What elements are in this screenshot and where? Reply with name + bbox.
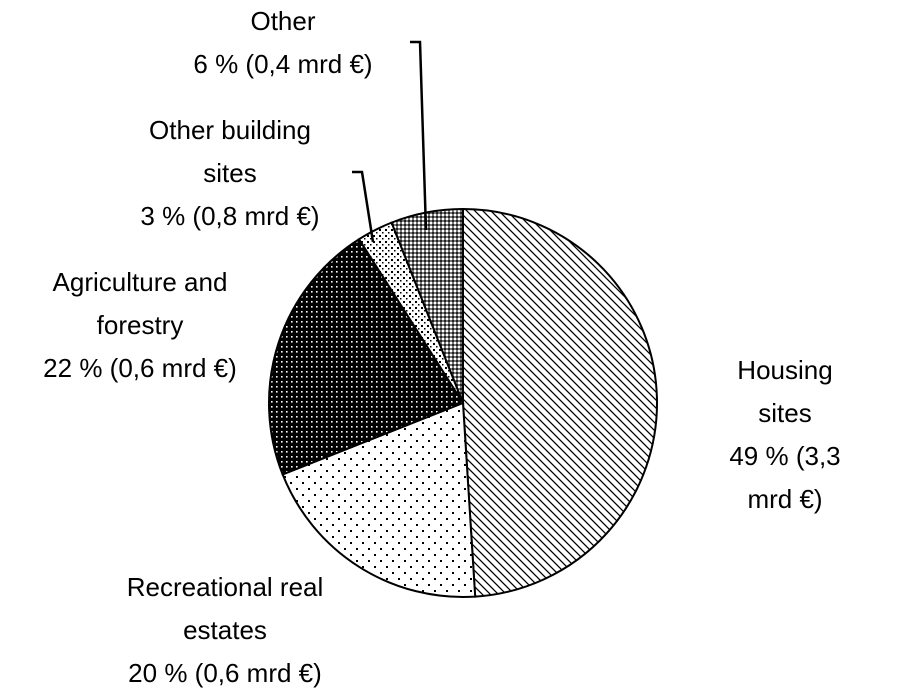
- value-label: 22 % (0,6 mrd €): [43, 353, 237, 383]
- value-label: 20 % (0,6 mrd €): [128, 658, 322, 688]
- pie-slice: [268, 237, 465, 476]
- category-label: Recreational real estates: [126, 572, 324, 645]
- category-label: Other building sites: [149, 115, 311, 188]
- pie-slice: [462, 207, 658, 598]
- category-label: Other: [250, 6, 316, 36]
- slice-label: Recreational real estates 20 % (0,6 mrd …: [90, 566, 360, 689]
- category-label: Housing sites: [737, 355, 833, 428]
- value-label: 3 % (0,8 mrd €): [140, 201, 320, 231]
- value-label: 49 % (3,3 mrd €): [729, 441, 841, 514]
- slice-label: Other 6 % (0,4 mrd €): [153, 0, 413, 86]
- value-label: 6 % (0,4 mrd €): [193, 49, 373, 79]
- pie-slice: [281, 401, 477, 598]
- slice-label: Other building sites 3 % (0,8 mrd €): [120, 109, 340, 238]
- slice-label: Housing sites 49 % (3,3 mrd €): [721, 349, 850, 521]
- category-label: Agriculture and forestry: [52, 267, 228, 340]
- leader-line: [352, 170, 375, 243]
- leader-line: [410, 40, 428, 231]
- slice-label: Agriculture and forestry 22 % (0,6 mrd €…: [10, 261, 270, 390]
